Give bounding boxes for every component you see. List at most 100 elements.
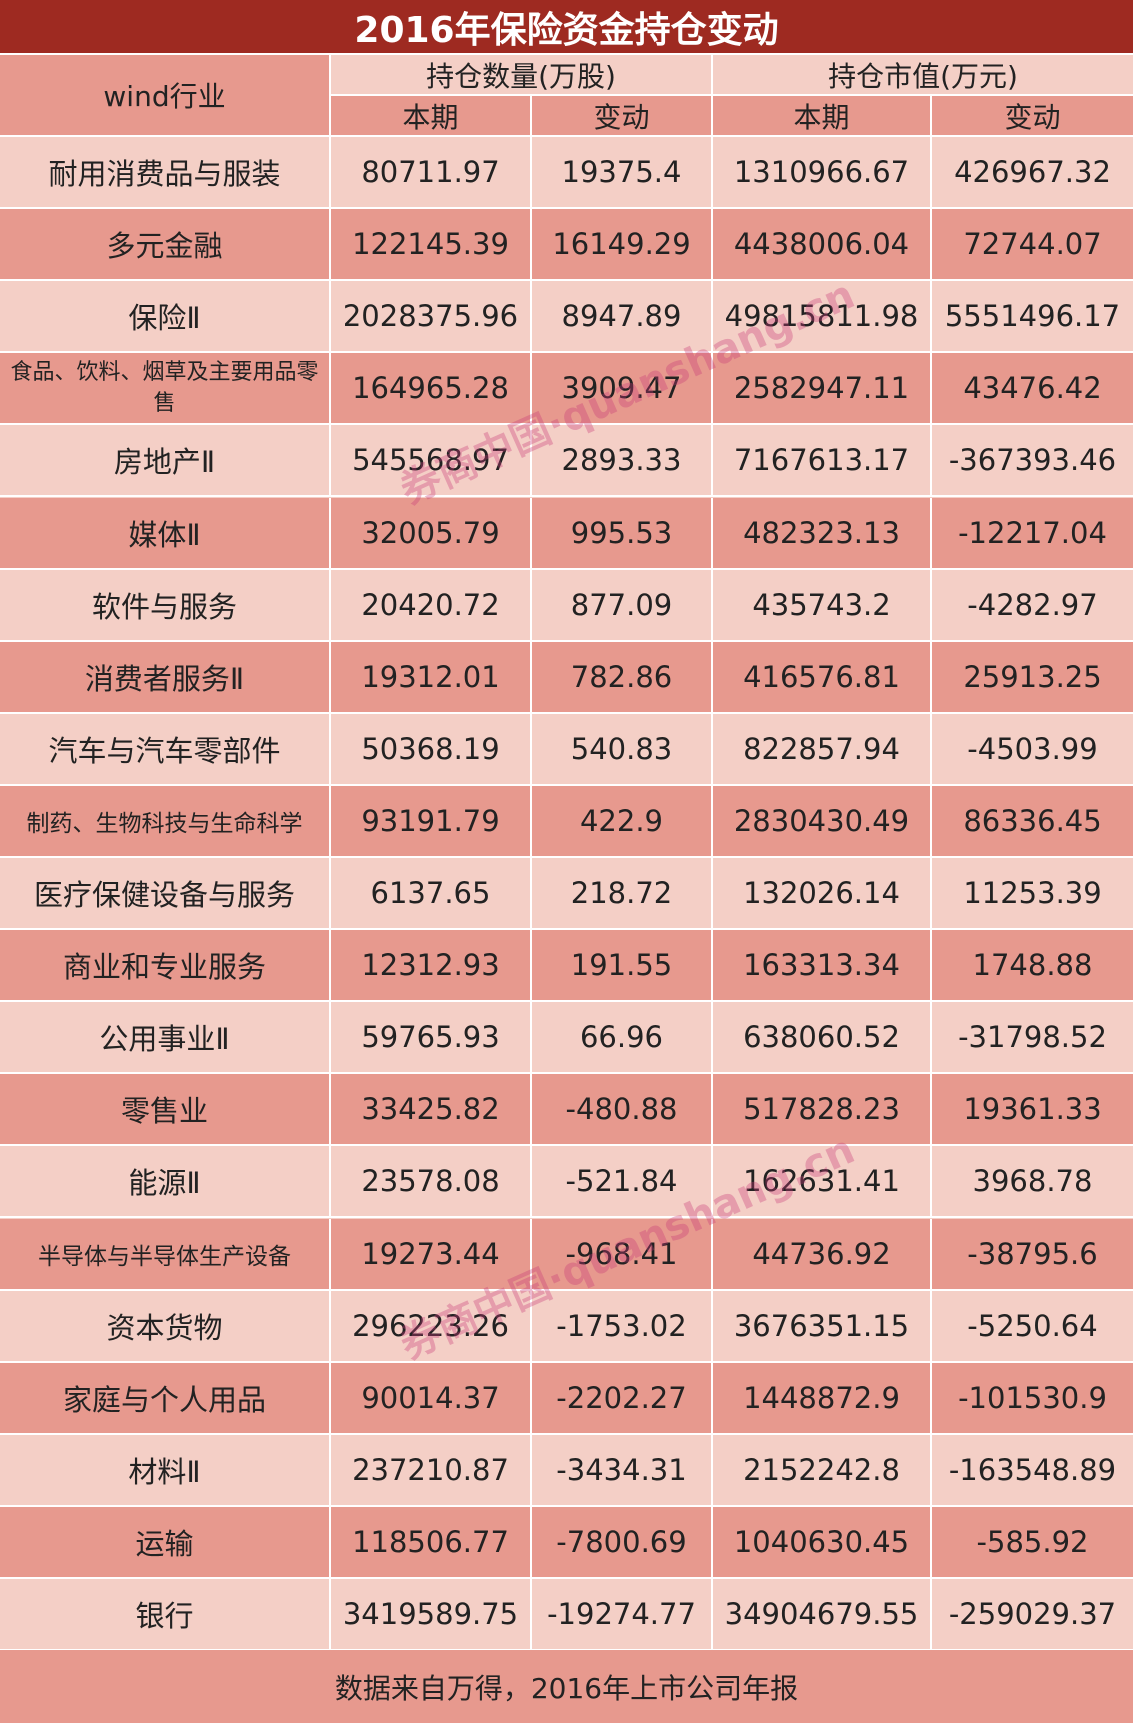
qty-change-cell: 2893.33 xyxy=(532,425,713,496)
value-change-cell: 72744.07 xyxy=(963,227,1102,262)
qty-current-cell: 296223.26 xyxy=(331,1290,532,1361)
header-industry: wind行业 xyxy=(0,55,331,137)
value-change-cell: 11253.39 xyxy=(963,876,1102,911)
industry-cell: 医疗保健设备与服务 xyxy=(0,858,331,929)
qty-change-cell: -1753.02 xyxy=(532,1290,713,1361)
table-row: 能源Ⅱ 23578.08 -521.84 162631.41 3968.78 xyxy=(0,1146,1133,1219)
qty-current-cell: 12312.93 xyxy=(331,930,532,1001)
value-change-cell: -585.92 xyxy=(976,1524,1089,1559)
table-row: 医疗保健设备与服务 6137.65 218.72 132026.14 11253.39 xyxy=(0,858,1133,931)
value-current-cell: 638060.52 xyxy=(713,1002,932,1073)
header-value-current: 本期 xyxy=(713,96,932,137)
qty-change-cell: -521.84 xyxy=(532,1146,713,1217)
qty-current-cell: 93191.79 xyxy=(331,785,532,856)
value-change-cell: -101530.9 xyxy=(958,1380,1107,1415)
table-row: 制药、生物科技与生命科学 93191.79 422.9 2830430.49 86336… xyxy=(0,785,1133,858)
value-change-cell: 426967.32 xyxy=(954,155,1111,190)
qty-change-cell: -480.88 xyxy=(532,1074,713,1145)
value-current-cell: 163313.34 xyxy=(713,930,932,1001)
qty-current-cell: 164965.28 xyxy=(331,353,532,424)
table-row: 半导体与半导体生产设备 19273.44 -968.41 44736.92 -38795… xyxy=(0,1218,1133,1291)
table-row: 银行 3419589.75 -19274.77 34904679.55 -259029.… xyxy=(0,1579,1133,1652)
table-row: 保险Ⅱ 2028375.96 8947.89 49815811.98 5551496.1… xyxy=(0,281,1133,354)
industry-cell: 多元金融 xyxy=(0,209,331,280)
industry-cell: 保险Ⅱ xyxy=(0,281,331,352)
value-current-cell: 482323.13 xyxy=(713,497,932,568)
qty-current-cell: 3419589.75 xyxy=(331,1579,532,1650)
industry-cell: 消费者服务Ⅱ xyxy=(0,641,331,712)
qty-change-cell: 191.55 xyxy=(532,930,713,1001)
value-change-cell: 86336.45 xyxy=(963,803,1102,838)
industry-cell: 公用事业Ⅱ xyxy=(0,1002,331,1073)
qty-current-cell: 90014.37 xyxy=(331,1362,532,1433)
table-row: 软件与服务 20420.72 877.09 435743.2 -4282.97 xyxy=(0,569,1133,642)
qty-current-cell: 122145.39 xyxy=(331,209,532,280)
industry-cell: 房地产Ⅱ xyxy=(0,425,331,496)
value-change-cell: -5250.64 xyxy=(967,1308,1098,1343)
value-change-cell: 43476.42 xyxy=(963,371,1102,406)
qty-change-cell: 218.72 xyxy=(532,858,713,929)
qty-change-cell: 422.9 xyxy=(532,785,713,856)
qty-current-cell: 237210.87 xyxy=(331,1434,532,1505)
industry-cell: 零售业 xyxy=(0,1074,331,1145)
value-current-cell: 44736.92 xyxy=(713,1218,932,1289)
value-change-cell: -367393.46 xyxy=(948,443,1117,478)
industry-cell: 制药、生物科技与生命科学 xyxy=(0,785,331,856)
industry-cell: 媒体Ⅱ xyxy=(0,497,331,568)
qty-change-cell: -19274.77 xyxy=(532,1579,713,1650)
table-row: 材料Ⅱ 237210.87 -3434.31 2152242.8 -163548.89 xyxy=(0,1434,1133,1507)
value-change-cell: -38795.6 xyxy=(967,1236,1098,1271)
qty-change-cell: -7800.69 xyxy=(532,1506,713,1577)
qty-current-cell: 50368.19 xyxy=(331,713,532,784)
table-row: 消费者服务Ⅱ 19312.01 782.86 416576.81 25913.25 xyxy=(0,641,1133,714)
industry-cell: 半导体与半导体生产设备 xyxy=(0,1218,331,1289)
industry-cell: 汽车与汽车零部件 xyxy=(0,713,331,784)
qty-current-cell: 33425.82 xyxy=(331,1074,532,1145)
value-current-cell: 132026.14 xyxy=(713,858,932,929)
qty-current-cell: 59765.93 xyxy=(331,1002,532,1073)
table-row: 食品、饮料、烟草及主要用品零售 164965.28 3909.47 2582947.1… xyxy=(0,353,1133,426)
industry-cell: 能源Ⅱ xyxy=(0,1146,331,1217)
value-current-cell: 1040630.45 xyxy=(713,1506,932,1577)
qty-current-cell: 32005.79 xyxy=(331,497,532,568)
header-qty-current: 本期 xyxy=(331,96,532,137)
value-change-cell: 25913.25 xyxy=(963,659,1102,694)
table-row: 汽车与汽车零部件 50368.19 540.83 822857.94 -4503.99 xyxy=(0,713,1133,786)
table-row: 媒体Ⅱ 32005.79 995.53 482323.13 -12217.04 xyxy=(0,497,1133,570)
value-current-cell: 416576.81 xyxy=(713,641,932,712)
industry-cell: 资本货物 xyxy=(0,1290,331,1361)
industry-cell: 耐用消费品与服装 xyxy=(0,137,331,208)
qty-change-cell: -2202.27 xyxy=(532,1362,713,1433)
industry-cell: 运输 xyxy=(0,1506,331,1577)
qty-change-cell: 3909.47 xyxy=(532,353,713,424)
qty-change-cell: -968.41 xyxy=(532,1218,713,1289)
table-row: 耐用消费品与服装 80711.97 19375.4 1310966.67 426967.… xyxy=(0,137,1133,210)
qty-change-cell: 540.83 xyxy=(532,713,713,784)
value-change-cell: 1748.88 xyxy=(972,948,1093,983)
value-current-cell: 435743.2 xyxy=(713,569,932,640)
value-current-cell: 822857.94 xyxy=(713,713,932,784)
value-current-cell: 4438006.04 xyxy=(713,209,932,280)
value-current-cell: 2830430.49 xyxy=(713,785,932,856)
qty-current-cell: 80711.97 xyxy=(331,137,532,208)
table-row: 多元金融 122145.39 16149.29 4438006.04 72744.07 xyxy=(0,209,1133,282)
industry-cell: 软件与服务 xyxy=(0,569,331,640)
table-row: 零售业 33425.82 -480.88 517828.23 19361.33 xyxy=(0,1074,1133,1147)
value-change-cell: 3968.78 xyxy=(972,1164,1093,1199)
value-change-cell: -163548.89 xyxy=(948,1452,1117,1487)
value-change-cell: 19361.33 xyxy=(963,1092,1102,1127)
table-row: 资本货物 296223.26 -1753.02 3676351.15 -5250.64 xyxy=(0,1290,1133,1363)
qty-change-cell: 19375.4 xyxy=(532,137,713,208)
qty-change-cell: 16149.29 xyxy=(532,209,713,280)
qty-current-cell: 118506.77 xyxy=(331,1506,532,1577)
table-row: 商业和专业服务 12312.93 191.55 163313.34 1748.88 xyxy=(0,930,1133,1003)
header-market-value-group: 持仓市值(万元) xyxy=(713,55,1133,96)
industry-cell: 银行 xyxy=(0,1579,331,1650)
table-row: 公用事业Ⅱ 59765.93 66.96 638060.52 -31798.52 xyxy=(0,1002,1133,1075)
table-row: 运输 118506.77 -7800.69 1040630.45 -585.92 xyxy=(0,1506,1133,1579)
qty-change-cell: 8947.89 xyxy=(532,281,713,352)
value-change-cell: 5551496.17 xyxy=(944,299,1121,334)
value-current-cell: 1310966.67 xyxy=(713,137,932,208)
source-footer: 数据来自万得，2016年上市公司年报 xyxy=(0,1650,1133,1723)
